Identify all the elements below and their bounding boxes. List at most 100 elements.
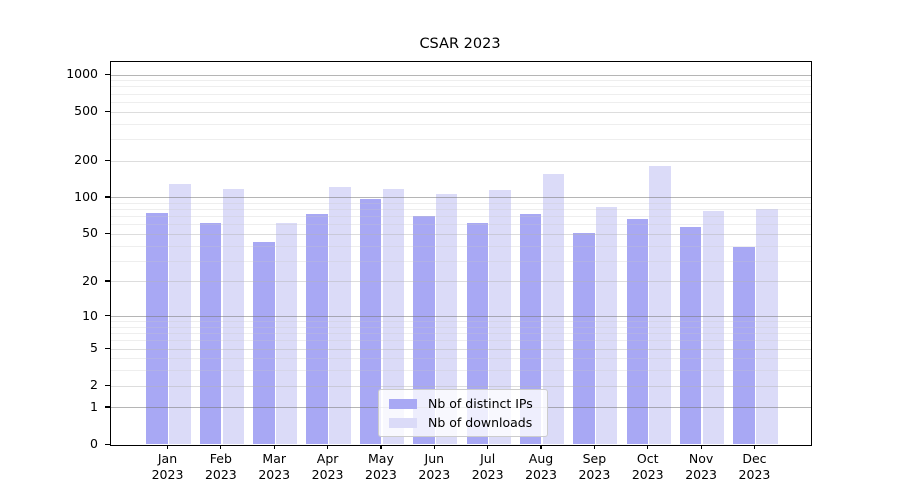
gridline-100 [111, 197, 811, 199]
y-tick-label: 20 [82, 272, 98, 288]
y-tick-label: 200 [74, 152, 98, 168]
bar-downloads-apr [329, 186, 351, 445]
bar-distinct-ips-aug [519, 214, 542, 445]
chart-title: CSAR 2023 [419, 36, 501, 52]
y-tick-mark [105, 443, 110, 445]
x-tick-label-month: Oct [636, 451, 659, 466]
minor-gridline [111, 209, 811, 211]
x-tick-label-month: Feb [209, 451, 232, 466]
x-tick-mark [593, 444, 595, 450]
bar-distinct-ips-jun [413, 216, 435, 445]
y-tick-mark [105, 232, 110, 235]
x-tick-label-year: 2023 [151, 467, 184, 482]
x-tick-label-month: Mar [262, 451, 287, 466]
y-tick-label: 500 [74, 103, 98, 119]
y-tick-mark [105, 73, 110, 75]
x-tick-mark [647, 444, 649, 450]
minor-gridline [111, 370, 811, 372]
minor-gridline [111, 245, 811, 247]
x-tick-label-year: 2023 [311, 467, 344, 482]
minor-gridline [111, 358, 811, 360]
x-tick-label-year: 2023 [631, 467, 664, 482]
minor-gridline [111, 224, 811, 226]
y-tick-label: 100 [74, 188, 98, 204]
x-tick-mark [753, 444, 756, 450]
bar-downloads-nov [702, 211, 725, 445]
x-tick-label-year: 2023 [418, 467, 451, 482]
x-tick-label-year: 2023 [471, 467, 504, 482]
bar-downloads-jun [436, 194, 458, 445]
plot-area [110, 61, 812, 446]
x-tick-label-month: Sep [582, 451, 607, 466]
minor-gridline [111, 340, 811, 342]
legend-label-downloads: Nb of downloads [428, 415, 533, 430]
x-tick-mark [326, 444, 329, 450]
bar-distinct-ips-oct [626, 219, 649, 445]
minor-gridline [111, 93, 811, 95]
minor-gridline [111, 216, 811, 218]
bar-distinct-ips-feb [199, 223, 222, 445]
minor-gridline [111, 138, 811, 140]
bar-downloads-aug [542, 174, 565, 445]
bar-distinct-ips-jan [146, 212, 168, 445]
bar-distinct-ips-apr [306, 214, 328, 445]
y-tick-mark [105, 315, 110, 317]
x-tick-label-month: Apr [316, 451, 339, 466]
x-tick-label-year: 2023 [578, 467, 611, 482]
minor-gridline [111, 101, 811, 103]
y-tick-label: 1 [90, 398, 98, 414]
y-tick-label: 0 [90, 436, 98, 451]
legend-entry-distinct-ips: Nb of distinct IPs [389, 394, 537, 413]
minor-gridline [111, 333, 811, 335]
bar-downloads-dec [756, 209, 778, 445]
gridline-50 [111, 233, 811, 235]
x-tick-label-month: Jul [480, 451, 496, 466]
x-tick-label-year: 2023 [258, 467, 291, 482]
gridline-10 [111, 316, 811, 318]
x-tick-mark [166, 444, 169, 450]
minor-gridline [111, 321, 811, 323]
x-tick-label-year: 2023 [738, 467, 771, 482]
y-tick-mark [105, 280, 110, 282]
bar-distinct-ips-mar [253, 241, 275, 445]
y-tick-mark [105, 110, 110, 112]
x-tick-label-month: Nov [688, 451, 714, 466]
x-tick-label-year: 2023 [525, 467, 557, 482]
x-tick-label-year: 2023 [204, 467, 237, 482]
bar-distinct-ips-nov [680, 227, 702, 445]
y-tick-label: 5 [90, 340, 98, 356]
bar-downloads-sep [596, 206, 618, 445]
x-tick-label-year: 2023 [365, 467, 397, 482]
minor-gridline [111, 80, 811, 82]
bar-downloads-jan [169, 184, 191, 445]
minor-gridline [111, 123, 811, 125]
minor-gridline [111, 326, 811, 328]
legend-swatch-distinct-ips [389, 398, 417, 409]
legend-label-distinct-ips: Nb of distinct IPs [428, 396, 533, 411]
x-tick-mark [433, 444, 435, 450]
x-tick-mark [540, 444, 542, 450]
legend-swatch-downloads [389, 417, 417, 428]
bar-distinct-ips-dec [733, 246, 755, 445]
y-tick-mark [105, 384, 110, 386]
x-tick-mark [273, 444, 275, 450]
bar-downloads-jul [489, 190, 511, 445]
y-tick-label: 1000 [66, 66, 98, 82]
legend-entry-downloads: Nb of downloads [389, 413, 537, 432]
legend: Nb of distinct IPs Nb of downloads [378, 389, 548, 437]
minor-gridline [111, 260, 811, 262]
gridline-2 [111, 385, 811, 387]
x-tick-label-month: Jan [157, 451, 178, 466]
bar-distinct-ips-sep [573, 232, 595, 445]
gridline-20 [111, 281, 811, 283]
bar-distinct-ips-may [359, 198, 382, 445]
y-tick-label: 50 [82, 225, 98, 241]
y-tick-mark [105, 347, 110, 349]
y-tick-mark [105, 196, 110, 198]
x-tick-label-month: May [368, 451, 394, 466]
x-tick-mark [700, 444, 702, 450]
gridline-5 [111, 348, 811, 350]
x-tick-label-month: Aug [528, 451, 554, 466]
x-tick-mark [380, 444, 382, 450]
